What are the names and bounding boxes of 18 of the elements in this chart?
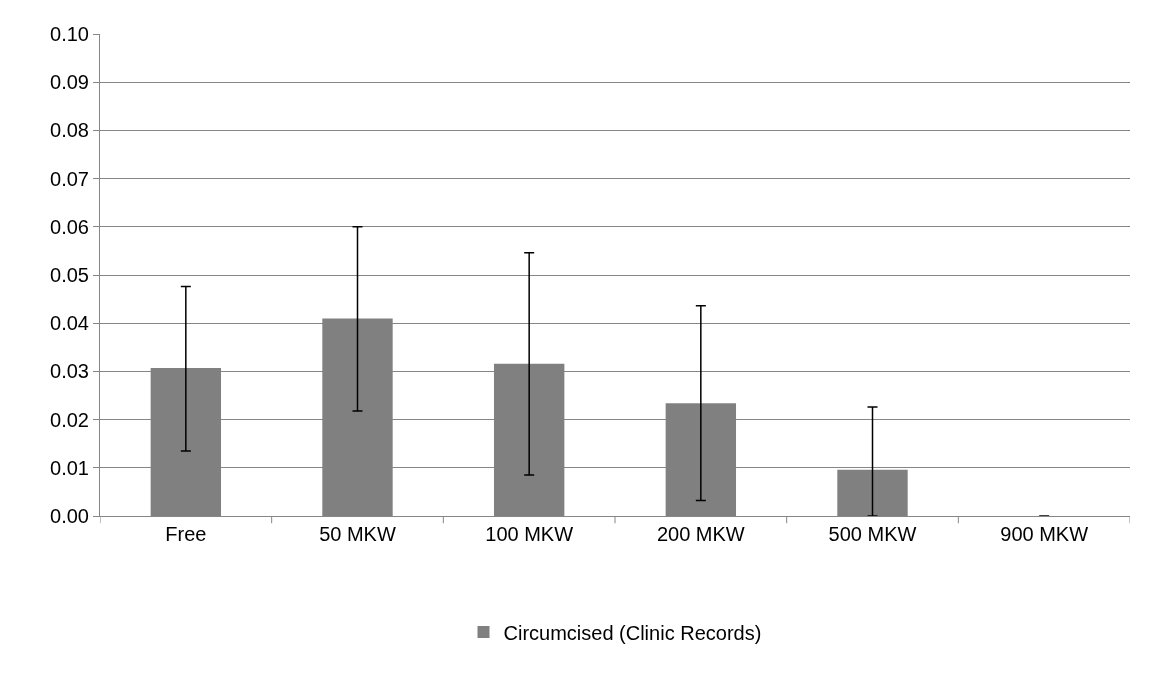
x-tick-label: Free (165, 523, 207, 545)
y-tick-label: 0.06 (50, 215, 89, 238)
y-tick-label: 0.01 (50, 456, 89, 479)
y-tick-label: 0.00 (50, 505, 89, 527)
y-tick-label: 0.09 (50, 71, 89, 94)
y-tick-label: 0.10 (50, 23, 89, 45)
y-tick-label: 0.05 (50, 264, 89, 286)
legend-label: Circumcised (Clinic Records) (503, 621, 762, 644)
y-tick-label: 0.04 (50, 312, 89, 335)
y-tick-label: 0.02 (50, 408, 89, 431)
y-tick-label: 0.03 (50, 360, 89, 383)
y-tick-label: 0.08 (50, 119, 89, 142)
x-tick-label: 50 MKW (319, 523, 396, 545)
x-tick-label: 200 MKW (656, 523, 745, 545)
y-tick-label: 0.07 (50, 167, 89, 190)
x-tick-label: 900 MKW (1000, 523, 1089, 545)
x-tick-label: 100 MKW (485, 523, 574, 545)
x-tick-label: 500 MKW (828, 523, 917, 545)
